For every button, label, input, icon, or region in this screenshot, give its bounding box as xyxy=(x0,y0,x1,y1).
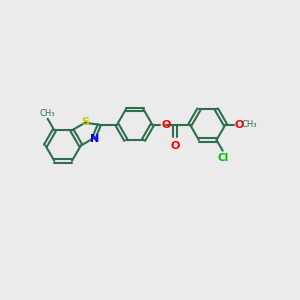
Text: Cl: Cl xyxy=(218,153,229,163)
Text: O: O xyxy=(235,120,244,130)
Text: CH₃: CH₃ xyxy=(39,109,55,118)
Text: CH₃: CH₃ xyxy=(241,120,257,129)
Text: N: N xyxy=(90,134,100,144)
Text: S: S xyxy=(81,117,89,127)
Text: O: O xyxy=(161,120,170,130)
Text: O: O xyxy=(170,141,180,151)
